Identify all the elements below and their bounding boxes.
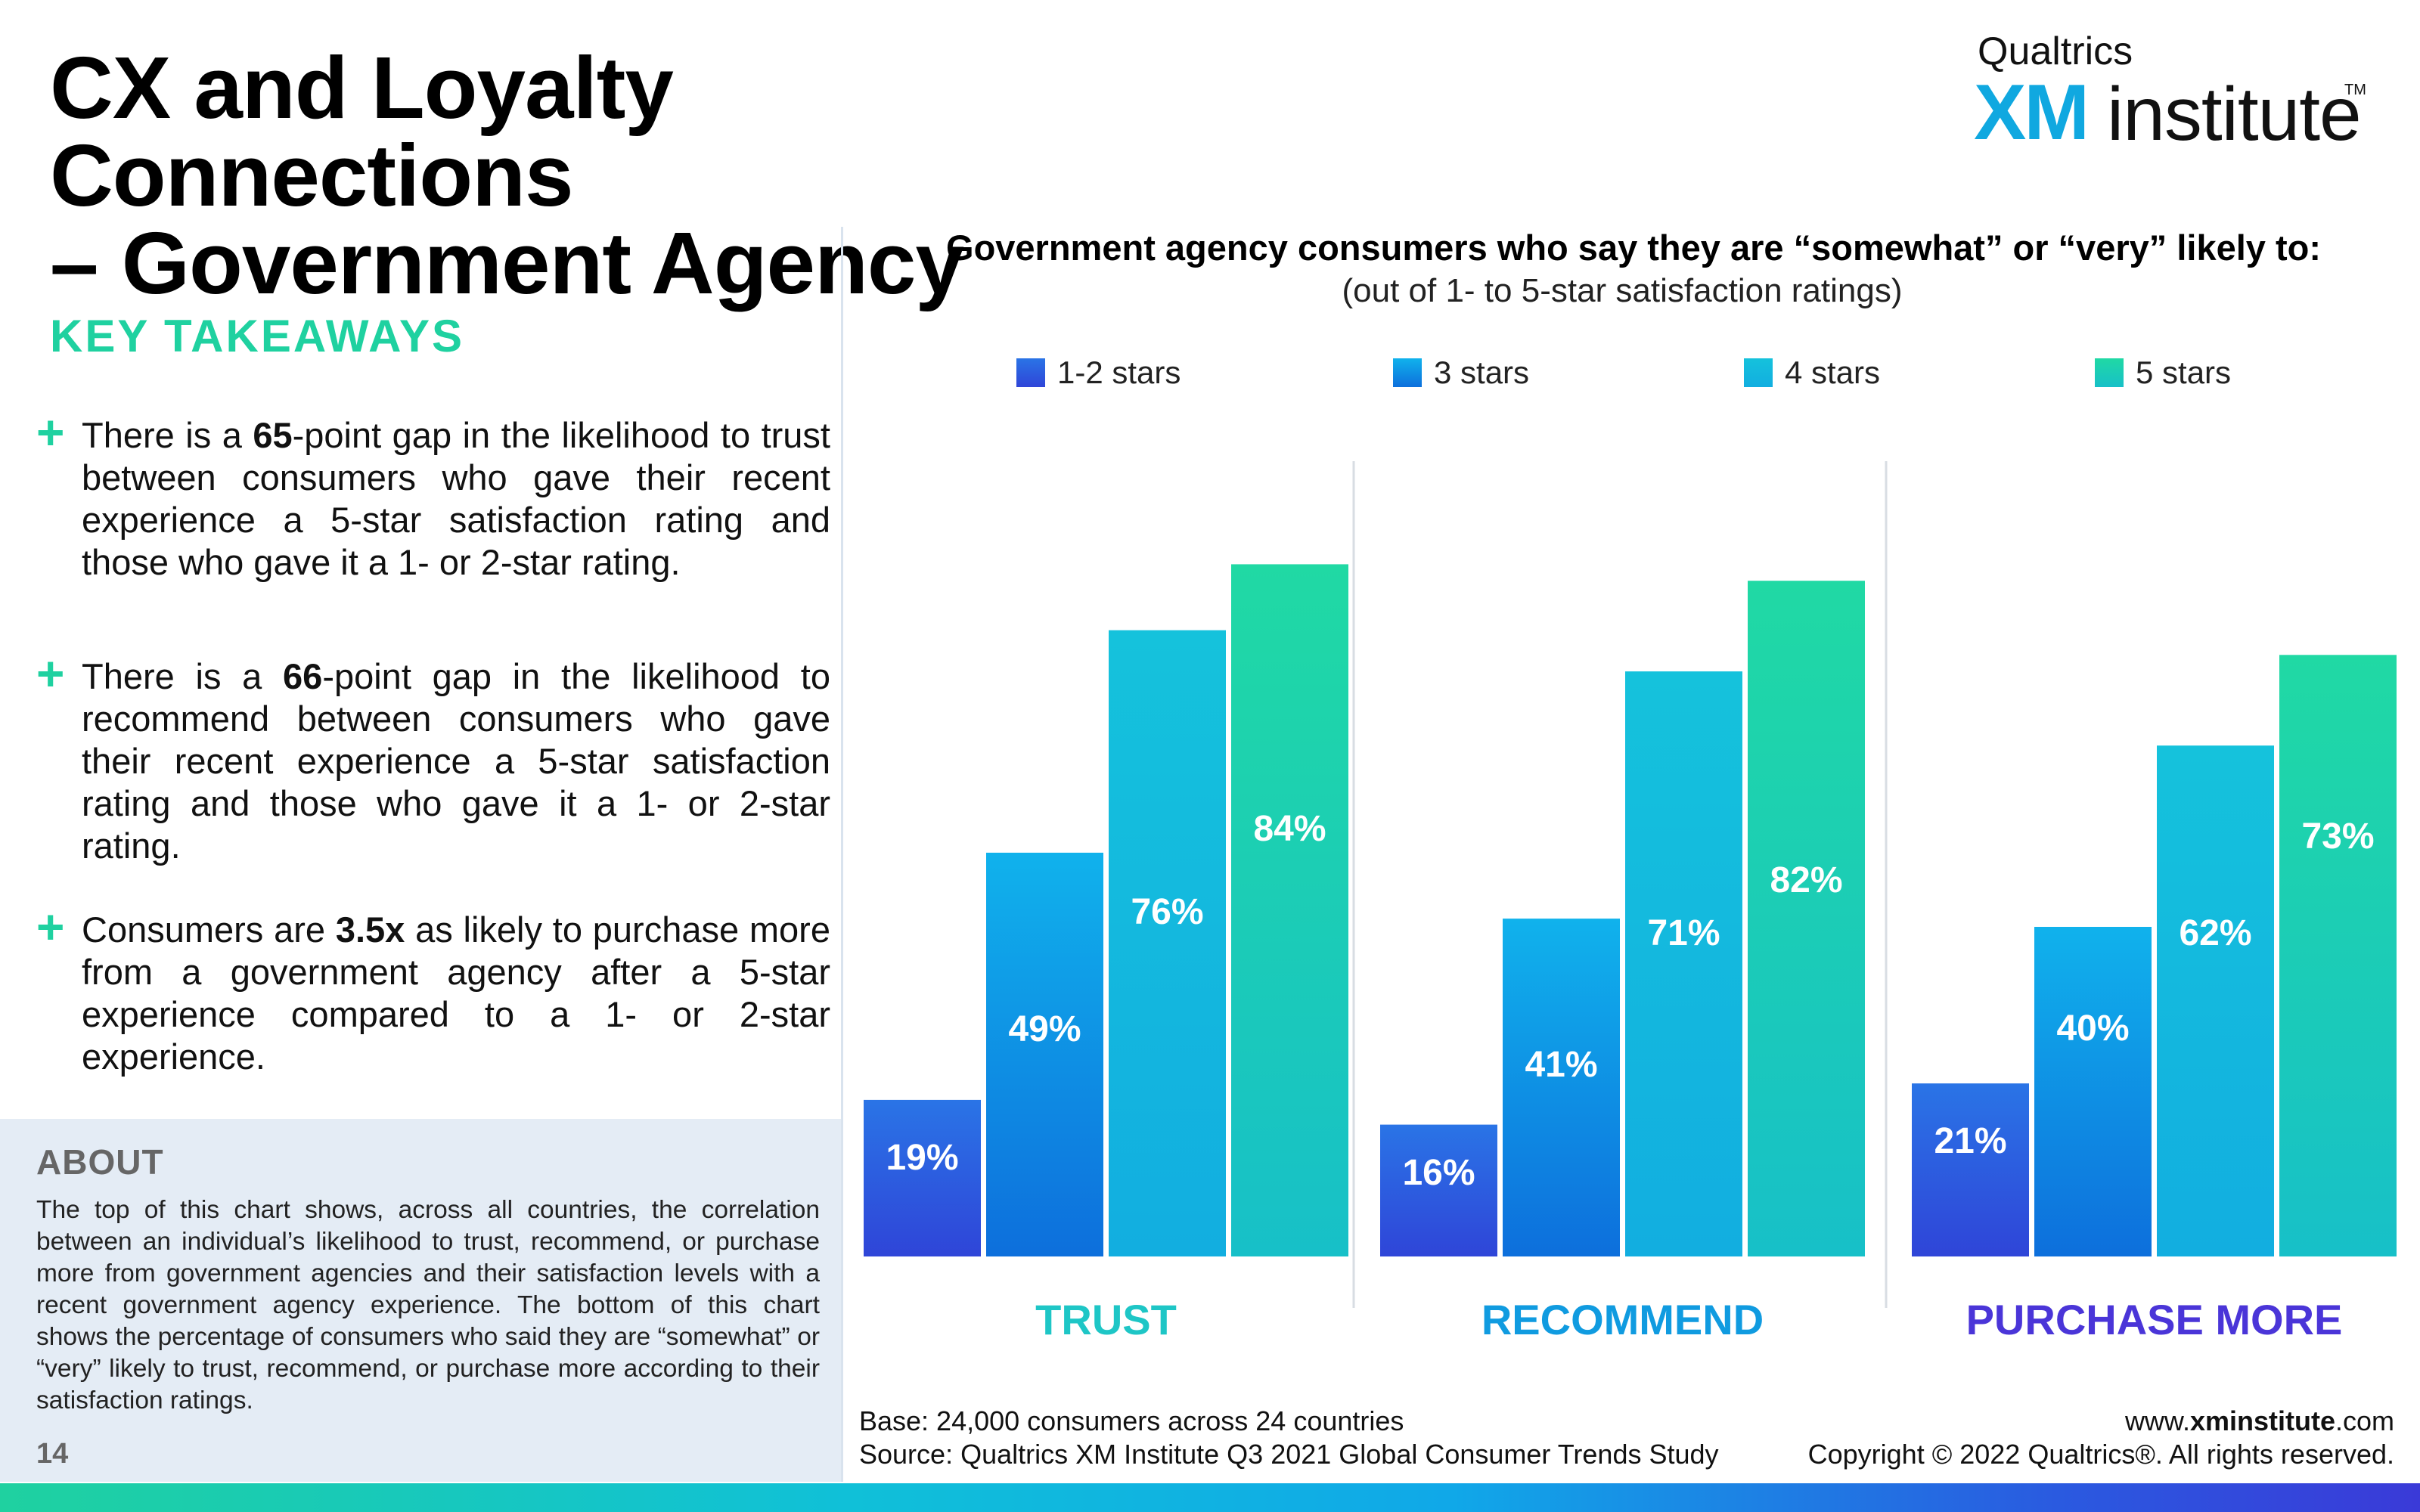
copyright-text: Copyright © 2022 Qualtrics®. All rights … [1807, 1439, 2394, 1470]
bar-recommend-5-stars [1748, 581, 1865, 1256]
plus-icon: + [36, 405, 65, 460]
bar-value-label: 76% [1131, 892, 1203, 932]
bar-recommend-4-stars [1625, 671, 1742, 1256]
logo-institute-text: institute [2107, 72, 2362, 156]
legend-swatch [1016, 358, 1045, 387]
bar-value-label: 21% [1934, 1121, 2006, 1161]
bar-recommend-1-2-stars [1380, 1124, 1497, 1256]
page-number: 14 [36, 1438, 69, 1470]
takeaway-text: There is a 65-point gap in the likelihoo… [82, 415, 830, 582]
legend-label: 1-2 stars [1057, 355, 1181, 390]
bar-trust-5-stars [1231, 564, 1348, 1256]
vertical-divider [841, 227, 843, 1482]
bar-value-label: 41% [1525, 1045, 1597, 1085]
bar-purchase-more-1-2-stars [1912, 1083, 2029, 1256]
chart-title: Government agency consumers who say they… [946, 228, 2321, 268]
legend-label: 3 stars [1434, 355, 1530, 390]
key-takeaways-heading: KEY TAKEAWAYS [50, 311, 465, 361]
category-label-recommend: RECOMMEND [1481, 1296, 1764, 1343]
bar-recommend-3-stars [1503, 919, 1620, 1256]
bar-value-label: 40% [2056, 1009, 2129, 1049]
legend-swatch [1744, 358, 1773, 387]
logo-xm-text: XM [1974, 69, 2090, 156]
plus-icon: + [36, 900, 65, 954]
plus-icon: + [36, 646, 65, 701]
xm-institute-logo: Qualtrics XM institute TM [1974, 29, 2367, 156]
category-label-purchase-more: PURCHASE MORE [1966, 1296, 2343, 1343]
bar-value-label: 82% [1770, 860, 1842, 900]
bar-trust-3-stars [986, 852, 1103, 1256]
website-link[interactable]: www.xminstitute.com [2124, 1405, 2394, 1436]
about-heading: ABOUT [36, 1142, 164, 1182]
legend-swatch [2095, 358, 2124, 387]
bar-purchase-more-5-stars [2279, 655, 2397, 1256]
legend-label: 5 stars [2136, 355, 2232, 390]
takeaway-text: Consumers are 3.5x as likely to purchase… [82, 909, 830, 1077]
bar-value-label: 16% [1402, 1153, 1475, 1193]
title-line-2: – Government Agency [50, 214, 964, 312]
source-note: Source: Qualtrics XM Institute Q3 2021 G… [859, 1439, 1719, 1470]
bar-value-label: 62% [2179, 913, 2251, 953]
logo-qualtrics-text: Qualtrics [1978, 29, 2133, 73]
about-text: The top of this chart shows, across all … [36, 1196, 820, 1414]
bar-purchase-more-3-stars [2034, 927, 2152, 1256]
chart-subtitle: (out of 1- to 5-star satisfaction rating… [1342, 272, 1903, 309]
logo-trademark: TM [2344, 82, 2366, 98]
base-note: Base: 24,000 consumers across 24 countri… [859, 1405, 1404, 1436]
bar-purchase-more-4-stars [2157, 745, 2274, 1256]
bar-value-label: 49% [1008, 1009, 1081, 1049]
bar-value-label: 84% [1253, 809, 1326, 849]
bar-trust-1-2-stars [864, 1099, 981, 1256]
legend-label: 4 stars [1785, 355, 1881, 390]
bar-value-label: 73% [2301, 816, 2374, 857]
page-title: CX and Loyalty Connections – Government … [50, 44, 1184, 307]
chart-layer: 19% 49% 76% 84% TRUST 16% 41% 71% 82% RECOMMEND 21… [864, 461, 2397, 1343]
bottom-gradient-bar [0, 1483, 2420, 1512]
bar-value-label: 19% [886, 1138, 958, 1178]
legend-swatch [1393, 358, 1422, 387]
about-panel [0, 1119, 841, 1482]
takeaway-text: There is a 66-point gap in the likelihoo… [82, 656, 830, 866]
bar-value-label: 71% [1647, 913, 1720, 953]
category-label-trust: TRUST [1035, 1296, 1177, 1343]
bar-trust-4-stars [1109, 630, 1226, 1256]
title-line-1: CX and Loyalty Connections [50, 39, 674, 225]
